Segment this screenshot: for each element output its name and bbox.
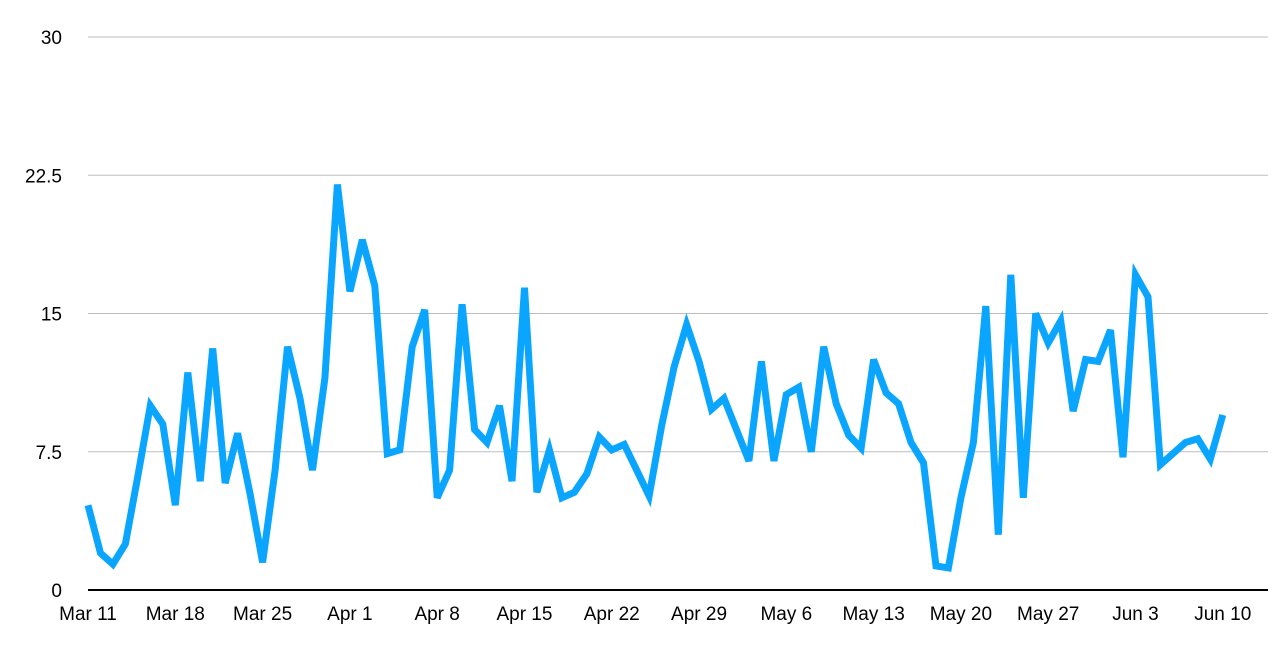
x-tick-label: Mar 11 xyxy=(59,604,117,625)
x-tick-label: Mar 18 xyxy=(146,604,205,625)
x-tick-label: May 13 xyxy=(842,604,904,625)
series-line-0 xyxy=(84,184,1227,572)
y-tick-label: 30 xyxy=(41,28,62,49)
x-tick-label: Apr 8 xyxy=(414,604,459,625)
x-tick-label: Jun 10 xyxy=(1194,604,1251,625)
x-tick-label: Apr 22 xyxy=(584,604,640,625)
y-tick-label: 22.5 xyxy=(25,166,62,187)
x-tick-label: May 20 xyxy=(930,604,992,625)
x-tick-label: Apr 1 xyxy=(327,604,372,625)
x-tick-label: May 27 xyxy=(1017,604,1079,625)
y-axis-tick-labels: 0 7.5 15 22.5 30 xyxy=(25,28,62,602)
x-tick-label: Jun 3 xyxy=(1112,604,1158,625)
series-layer xyxy=(84,184,1227,572)
x-axis-tick-labels: Mar 11 Mar 18 Mar 25 Apr 1 Apr 8 Apr 15 Apr 22… xyxy=(59,604,1251,625)
gridlines xyxy=(88,36,1268,591)
y-tick-label: 7.5 xyxy=(36,443,62,464)
y-tick-label: 15 xyxy=(41,305,62,326)
x-tick-label: Mar 25 xyxy=(233,604,292,625)
x-tick-label: May 6 xyxy=(760,604,812,625)
x-tick-label: Apr 15 xyxy=(496,604,552,625)
x-tick-label: Apr 29 xyxy=(671,604,727,625)
y-tick-label: 0 xyxy=(51,581,62,602)
